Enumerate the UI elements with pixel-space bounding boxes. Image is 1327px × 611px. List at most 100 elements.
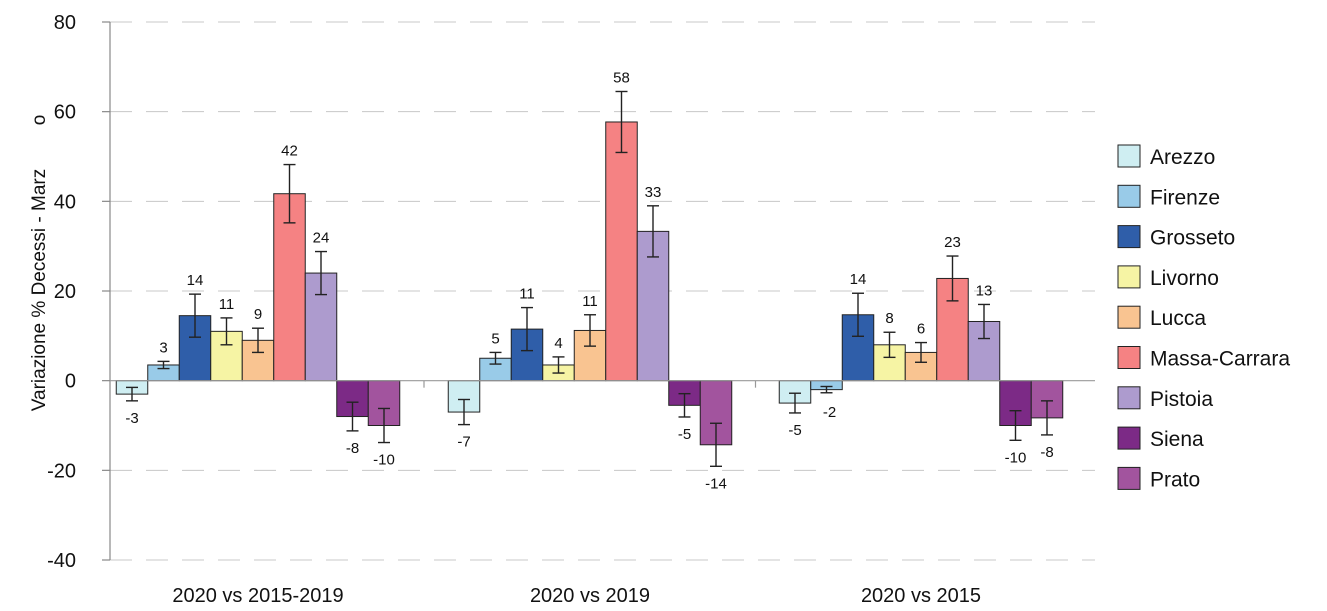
legend-label: Arezzo <box>1150 146 1215 169</box>
legend-swatch <box>1117 305 1141 329</box>
data-label-massa-carrara-2020-vs-2015: 23 <box>944 234 961 251</box>
y-tick-label: 80 <box>54 12 76 34</box>
legend-label: Siena <box>1150 428 1204 451</box>
data-label-siena-2020-vs-2015: -10 <box>1005 449 1027 466</box>
x-axis-category-labels: 2020 vs 2015-2019 2020 vs 2019 2020 vs 201… <box>172 585 981 607</box>
error-bar-siena-2020-vs-2015-2019 <box>346 401 359 432</box>
y-axis-title: Variazione % Decessi - Marz <box>29 169 50 412</box>
data-label-grosseto-2020-vs-2019: 11 <box>519 286 535 303</box>
error-bar-firenze-2020-vs-2015-2019 <box>157 360 170 370</box>
data-label-arezzo-2020-vs-2015-2019: -3 <box>125 410 138 427</box>
data-label-pistoia-2020-vs-2019: 33 <box>645 184 662 201</box>
y-axis-ticks: -40 -20 0 20 40 60 80 <box>47 12 757 572</box>
legend-label: Prato <box>1150 468 1200 491</box>
data-labels: -3 3 14 11 9 42 24 -8 -10 -7 5 11 4 11 58 33 -5 -14 -5 14 8 6… <box>125 69 1053 492</box>
legend-item-firenze: Firenze <box>1117 184 1220 209</box>
error-bar-grosseto-2020-vs-2019 <box>521 306 533 352</box>
error-bar-grosseto-2020-vs-2015 <box>852 292 864 337</box>
error-bar-pistoia-2020-vs-2019 <box>647 205 659 258</box>
legend-swatch <box>1117 184 1141 208</box>
error-bar-livorno-2020-vs-2015 <box>883 331 896 359</box>
error-bar-prato-2020-vs-2015 <box>1041 400 1053 436</box>
data-label-grosseto-2020-vs-2015-2019: 14 <box>187 272 204 289</box>
data-label-livorno-2020-vs-2019: 4 <box>554 335 562 352</box>
x-category-label: 2020 vs 2019 <box>530 585 650 607</box>
data-label-pistoia-2020-vs-2015: 13 <box>976 282 993 299</box>
data-label-firenze-2020-vs-2015: -2 <box>823 404 836 421</box>
error-bar-lucca-2020-vs-2015-2019 <box>252 327 264 354</box>
error-bar-prato-2020-vs-2019 <box>710 422 722 467</box>
legend-swatch <box>1117 265 1141 289</box>
data-label-prato-2020-vs-2015-2019: -10 <box>373 452 395 469</box>
error-bar-lucca-2020-vs-2019 <box>584 314 596 347</box>
data-label-pistoia-2020-vs-2015-2019: 24 <box>313 230 330 247</box>
legend-label: Pistoia <box>1150 388 1213 411</box>
data-label-massa-carrara-2020-vs-2019: 58 <box>613 69 630 86</box>
x-category-label: 2020 vs 2015 <box>861 585 981 607</box>
error-bar-arezzo-2020-vs-2015 <box>789 392 801 414</box>
error-bar-firenze-2020-vs-2015 <box>820 385 833 394</box>
bars <box>115 121 1064 446</box>
error-bar-arezzo-2020-vs-2019 <box>458 398 470 426</box>
legend-item-lucca: Lucca <box>1117 305 1206 330</box>
data-label-prato-2020-vs-2019: -14 <box>705 475 727 492</box>
data-label-lucca-2020-vs-2015: 6 <box>917 321 925 338</box>
data-label-prato-2020-vs-2015: -8 <box>1040 444 1053 461</box>
data-label-firenze-2020-vs-2019: 5 <box>491 330 499 347</box>
legend-item-massa-carrara: Massa-Carrara <box>1117 346 1290 371</box>
legend-swatch <box>1117 466 1141 490</box>
error-bars <box>126 90 1053 467</box>
legend-item-prato: Prato <box>1117 466 1200 491</box>
legend-label: Lucca <box>1150 307 1206 330</box>
data-label-siena-2020-vs-2019: -5 <box>678 426 691 443</box>
data-label-siena-2020-vs-2015-2019: -8 <box>346 440 359 457</box>
legend-label: Massa-Carrara <box>1150 348 1290 371</box>
data-label-lucca-2020-vs-2019: 11 <box>582 293 598 310</box>
legend-swatch <box>1117 386 1141 410</box>
legend-item-grosseto: Grosseto <box>1117 225 1235 250</box>
data-label-massa-carrara-2020-vs-2015-2019: 42 <box>281 143 298 160</box>
error-bar-livorno-2020-vs-2019 <box>552 356 565 374</box>
error-bar-prato-2020-vs-2015-2019 <box>378 407 390 444</box>
y-tick-label: 20 <box>54 281 76 303</box>
error-bar-massa-carrara-2020-vs-2019 <box>615 90 628 154</box>
error-bar-arezzo-2020-vs-2015-2019 <box>126 386 138 402</box>
data-label-livorno-2020-vs-2015: 8 <box>885 310 893 327</box>
error-bar-lucca-2020-vs-2015 <box>915 341 927 363</box>
error-bar-massa-carrara-2020-vs-2015-2019 <box>283 163 296 224</box>
y-axis-title-extra: o <box>29 115 50 126</box>
data-label-arezzo-2020-vs-2015: -5 <box>788 422 801 439</box>
x-category-label: 2020 vs 2015-2019 <box>172 585 343 607</box>
legend-swatch <box>1117 346 1141 369</box>
legend-label: Livorno <box>1150 267 1219 290</box>
legend-item-siena: Siena <box>1117 426 1204 451</box>
error-bar-pistoia-2020-vs-2015-2019 <box>315 250 327 296</box>
data-label-livorno-2020-vs-2015-2019: 11 <box>219 296 235 313</box>
y-tick-label: -40 <box>47 550 76 572</box>
y-tick-label: 40 <box>54 191 76 213</box>
error-bar-massa-carrara-2020-vs-2015 <box>946 255 959 302</box>
legend-swatch <box>1117 144 1141 168</box>
error-bar-siena-2020-vs-2019 <box>678 392 691 418</box>
data-label-lucca-2020-vs-2015-2019: 9 <box>254 306 262 323</box>
data-label-firenze-2020-vs-2015-2019: 3 <box>159 339 167 356</box>
error-bar-siena-2020-vs-2015 <box>1009 410 1022 441</box>
legend-swatch <box>1117 225 1141 249</box>
data-label-arezzo-2020-vs-2019: -7 <box>457 434 470 451</box>
error-bar-livorno-2020-vs-2015-2019 <box>220 317 233 346</box>
legend-item-pistoia: Pistoia <box>1117 386 1213 411</box>
y-tick-label: -20 <box>47 460 76 482</box>
y-tick-label: 0 <box>65 371 76 393</box>
data-label-grosseto-2020-vs-2015: 14 <box>850 271 867 288</box>
legend-label: Firenze <box>1150 186 1220 209</box>
legend-label: Grosseto <box>1150 227 1235 250</box>
bar-massa-carrara-2020-vs-2019 <box>605 121 638 382</box>
error-bar-firenze-2020-vs-2019 <box>489 351 502 365</box>
legend: Arezzo Firenze Grosseto Livorno Lucca Massa-C… <box>1117 144 1290 491</box>
legend-swatch <box>1117 426 1141 450</box>
error-bar-pistoia-2020-vs-2015 <box>978 303 990 340</box>
legend-item-livorno: Livorno <box>1117 265 1219 290</box>
error-bar-grosseto-2020-vs-2015-2019 <box>189 293 201 338</box>
legend-item-arezzo: Arezzo <box>1117 144 1215 169</box>
